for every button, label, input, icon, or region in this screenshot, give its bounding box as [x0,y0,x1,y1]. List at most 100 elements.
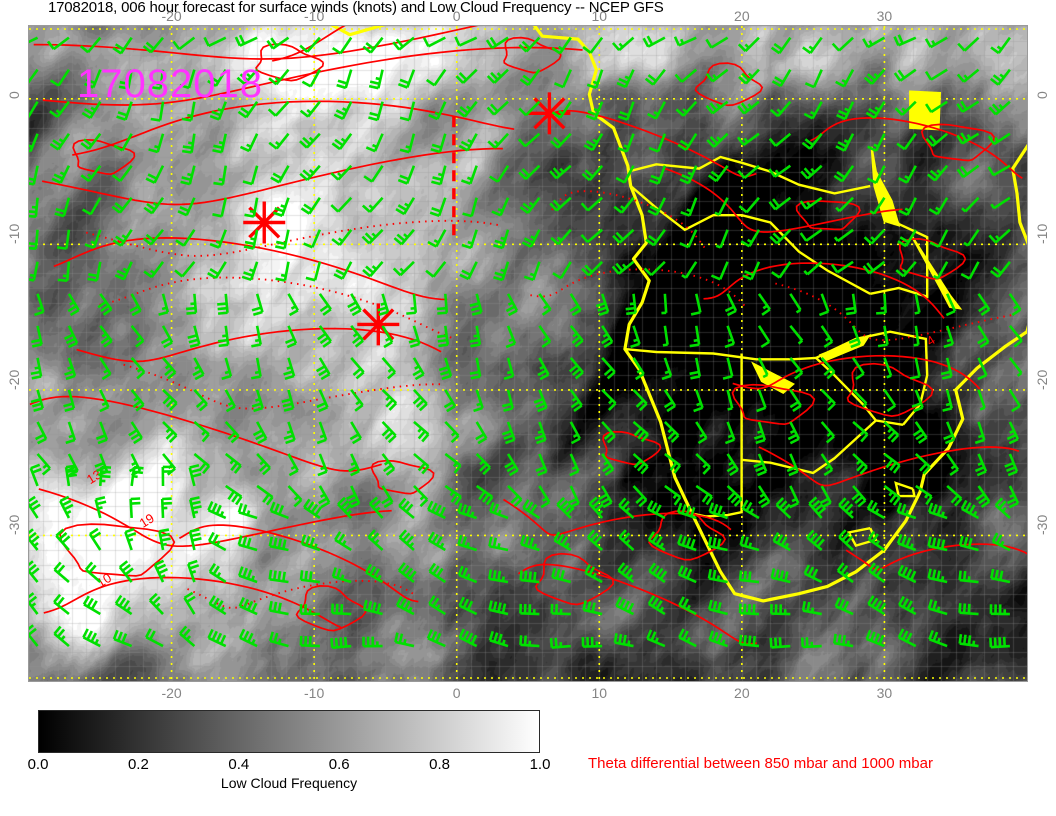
wind-barb [283,357,296,381]
wind-barb [114,261,133,281]
wind-barb [820,356,836,380]
wind-barb [236,68,259,86]
wind-barb [768,164,792,178]
wind-barb [789,325,804,345]
wind-barb [175,229,196,247]
wind-barb [239,133,259,153]
wind-barb [493,261,510,282]
wind-barb [84,561,102,584]
wind-barb [457,565,478,584]
wind-barb [569,325,584,348]
wind-barb [29,36,39,44]
wind-barb [643,260,666,277]
wind-barb [569,389,583,412]
wind-barb [112,229,133,247]
wind-barb [212,133,228,154]
wind-barb [799,196,823,210]
wind-barb [461,229,478,250]
wind-barb [128,421,143,445]
wind-barb [99,389,110,413]
wind-barb [612,228,635,244]
wind-barb [677,133,698,151]
wind-barb [838,529,854,551]
wind-barb [549,637,571,649]
wind-barb [838,497,854,519]
wind-barb [172,36,196,51]
wind-barb [534,421,547,445]
wind-barb [769,100,792,118]
wind-barb [36,453,51,476]
theta-contour-closed-9 [370,459,435,495]
wind-barb [586,529,603,551]
wind-barb [381,453,396,476]
wind-barb [601,453,615,476]
wind-barb [714,197,729,216]
wind-barb [799,228,823,242]
wind-barb [179,69,196,90]
wind-barb [365,133,384,153]
wind-barb [802,36,823,55]
theta-contour-dotted-4 [551,190,709,251]
wind-barb [960,261,980,280]
wind-barb [883,357,893,379]
wind-barb [398,529,415,551]
national-border [624,347,817,361]
wind-barb [894,100,917,116]
wind-barb [29,463,42,487]
wind-barb [209,101,227,121]
wind-barb [726,453,739,477]
wind-barb [397,69,416,89]
wind-barb [437,325,450,348]
wind-barb [663,389,677,413]
wind-barb [428,101,447,121]
wind-barb [632,452,649,475]
lake [870,146,901,227]
wind-barb [835,196,854,212]
wind-barb [331,132,353,151]
wind-barb [988,100,1011,116]
wind-barb [243,229,259,250]
wind-barb [49,132,70,151]
wind-barb [664,452,682,474]
wind-barb [29,133,39,153]
wind-barb [316,389,329,413]
wind-barb [737,36,760,52]
wind-barb [707,568,728,584]
wind-barb [551,100,572,119]
wind-barb [707,164,729,183]
wind-barb [990,36,1011,55]
wind-barb [897,628,917,648]
wind-barb [757,325,771,349]
wind-barb [238,597,258,616]
wind-barb [398,497,415,519]
wind-barb [866,165,886,184]
contour-label: 10 [94,570,114,590]
wind-barb [519,570,540,584]
wind-barb [31,325,43,348]
wind-barb [568,357,584,380]
wind-barb [601,325,614,349]
wind-barb [956,132,980,145]
wind-barb [177,197,196,217]
x-axis-tick-top: 10 [591,8,608,24]
wind-barb [863,68,886,85]
wind-barb [51,165,71,185]
theta-contour-closed-3 [731,383,816,426]
wind-barb [268,68,290,86]
wind-barb [724,421,736,445]
wind-barb [927,568,948,584]
wind-barb [29,624,39,647]
wind-barb [956,68,980,83]
wind-barb [942,389,954,412]
wind-barb [469,325,482,348]
wind-barb [54,197,71,218]
national-border [627,155,871,195]
wind-barb [738,603,760,616]
wind-barb [244,197,259,218]
wind-barb [772,531,791,552]
wind-barb [928,197,949,216]
wind-barb [505,325,517,349]
wind-barb [114,594,133,616]
wind-barb [519,603,540,616]
wind-barb [957,36,980,52]
